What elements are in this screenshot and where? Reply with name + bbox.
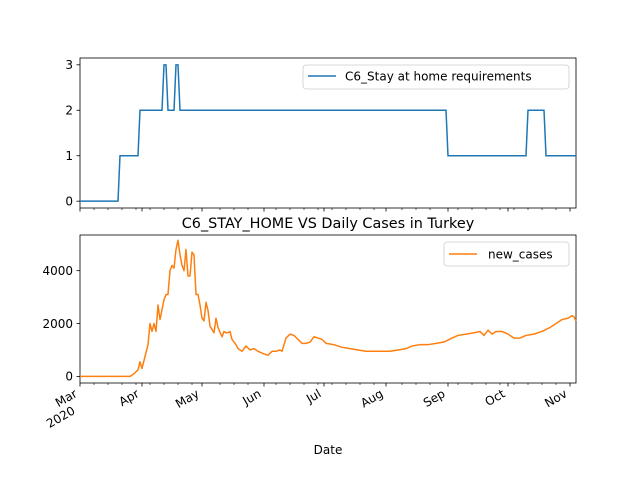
x-tick-label: Nov [542,386,569,410]
daily-cases-legend: new_cases [443,241,570,267]
daily-cases-y-tick-label: 4000 [42,264,73,278]
stay-home-y-tick-label: 2 [65,104,73,118]
daily-cases-series-line [80,239,577,378]
x-axis-label: Date [314,443,343,457]
stay-home-legend-label: C6_Stay at home requirements [345,70,532,84]
x-tick-label: May [173,386,201,411]
stay-home-y-tick-label: 0 [65,194,73,208]
daily-cases-subplot: C6_STAY_HOME VS Daily Cases in Turkey 0 2… [42,216,577,457]
x-tick-label: Sep [421,386,448,409]
stay-home-x-ticks [79,208,571,212]
x-tick-label: Jun [239,386,263,408]
daily-cases-y-tick-label: 2000 [42,317,73,331]
stay-home-y-tick-label: 3 [65,58,73,72]
stay-home-y-tick-label: 1 [65,149,73,163]
x-tick-label: Apr [117,386,142,409]
chart-title: C6_STAY_HOME VS Daily Cases in Turkey [182,216,475,232]
daily-cases-y-ticks: 0 2000 4000 [42,264,80,384]
daily-cases-legend-box [443,241,570,267]
stay-home-subplot: 0 1 2 3 C6_Stay at home requirements [65,57,577,212]
daily-cases-y-tick-label: 0 [65,370,73,384]
stay-home-y-ticks: 0 1 2 3 [65,58,80,208]
x-tick-label: Aug [358,386,385,410]
x-tick-label: Jul [303,386,323,406]
stay-home-legend-box [302,64,570,90]
daily-cases-legend-label: new_cases [488,248,553,262]
stay-home-legend: C6_Stay at home requirements [302,64,570,90]
stay-home-series-line [80,64,576,202]
x-tick-label: Oct [483,386,508,409]
